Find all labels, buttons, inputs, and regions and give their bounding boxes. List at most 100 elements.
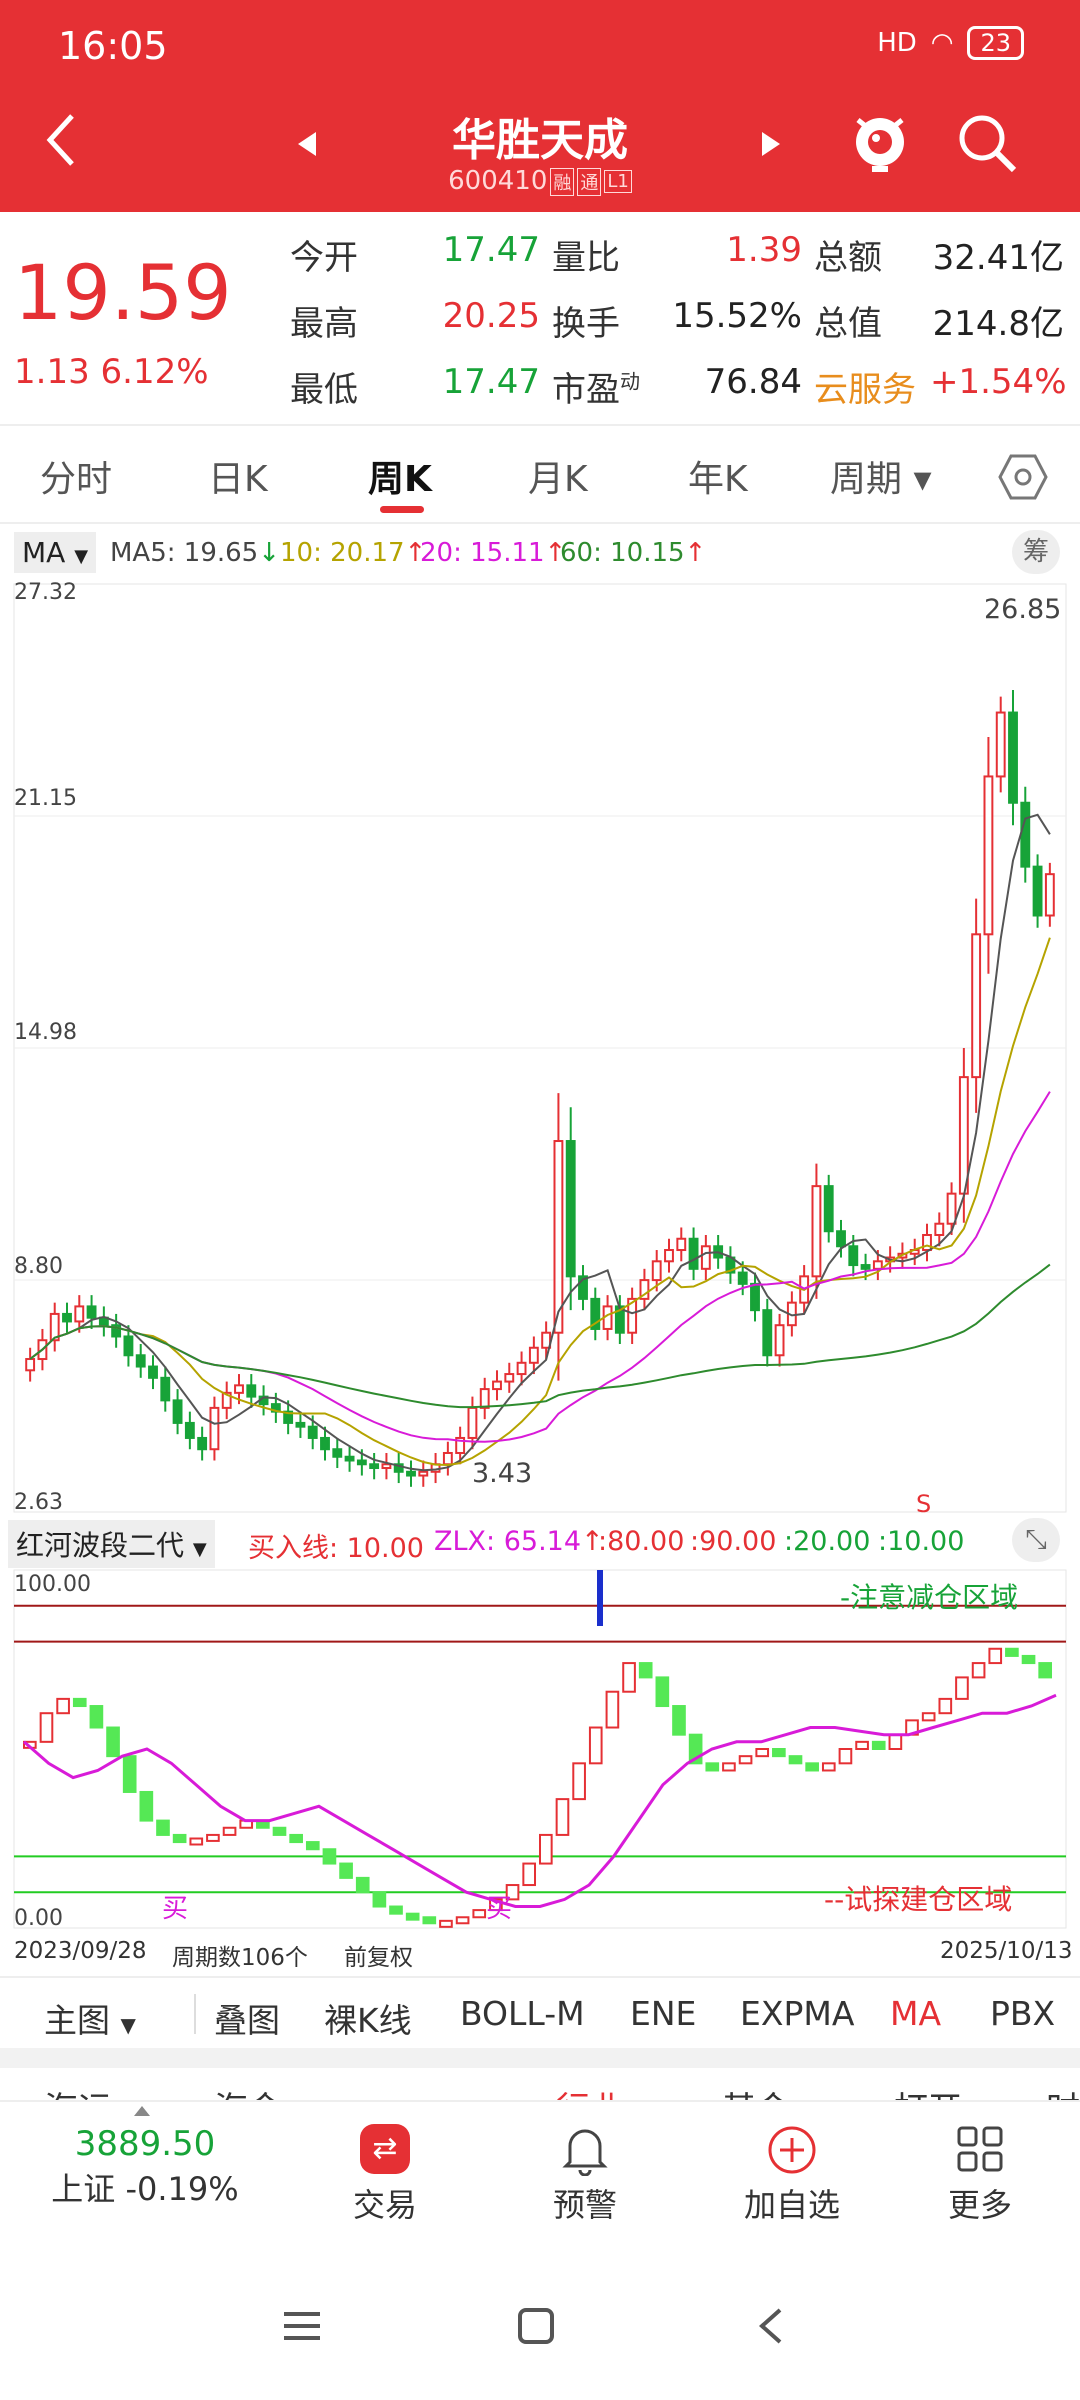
indicator-chart — [13, 1569, 1067, 1929]
ma10-value: 10: 20.17 — [280, 538, 405, 568]
ma60-legend: 60: 10.15↑ — [560, 538, 706, 568]
indicator-bar — [988, 1647, 1003, 1665]
candle-body — [406, 1470, 416, 1477]
indicator-selector[interactable]: 红河波段二代 ▼ — [8, 1520, 215, 1568]
indicator-name: 红河波段二代 — [16, 1529, 185, 1562]
index-ticker[interactable]: 3889.50 上证 -0.19% — [40, 2124, 250, 2210]
candle-body — [639, 1279, 650, 1300]
tag-l1: L1 — [604, 170, 632, 193]
chip-distribution-button[interactable]: 筹 — [1012, 530, 1060, 574]
indicator-bar — [272, 1826, 287, 1836]
indicator-bar — [422, 1916, 437, 1925]
main-chart-grid — [13, 583, 1067, 1513]
candle-body — [872, 1260, 883, 1270]
expand-icon[interactable]: ⤡ — [1012, 1518, 1060, 1562]
back-nav-icon[interactable] — [756, 2306, 786, 2346]
candle-body — [578, 1275, 588, 1300]
candle-body — [922, 1233, 932, 1252]
stock-code-text: 600410 — [448, 166, 548, 196]
y-tick: 14.98 — [14, 1020, 77, 1045]
indicator-bar — [455, 1916, 470, 1925]
indicator-bar — [305, 1841, 320, 1851]
wifi-icon: ◠ — [930, 28, 954, 58]
home-icon[interactable] — [516, 2306, 556, 2346]
back-arrow-icon[interactable] — [42, 110, 82, 170]
system-nav-bar — [0, 2240, 1080, 2400]
indicator-bar — [289, 1833, 303, 1844]
arrow-up-icon: ↑ — [404, 538, 427, 568]
indicator-bar — [372, 1891, 387, 1908]
candle-body — [258, 1395, 269, 1406]
indicator-bar — [838, 1748, 853, 1765]
low-price-label: 3.43 — [472, 1458, 533, 1489]
indicator-bar — [955, 1676, 969, 1700]
level-20: :20.00 — [784, 1526, 871, 1557]
candle-body — [614, 1305, 625, 1334]
start-date: 2023/09/28 — [14, 1938, 147, 1964]
nav-more[interactable]: 更多 — [920, 2124, 1040, 2226]
indicator-legend: 红河波段二代 ▼ 买入线: 10.00 ZLX: 65.14↑ :80.00 :… — [0, 1516, 1080, 1568]
value-turnover-amount: 32.41亿 — [932, 238, 1064, 278]
tab-pbx[interactable]: PBX — [990, 1994, 1056, 2033]
candle-body — [762, 1309, 773, 1357]
candle-body — [811, 1185, 822, 1278]
buy-mark: 买 — [162, 1894, 189, 1924]
end-date: 2025/10/13 — [940, 1938, 1073, 1964]
tab-monthly-k[interactable]: 月K — [528, 459, 588, 500]
indicator-bar — [1005, 1647, 1019, 1657]
tab-boll-m[interactable]: BOLL-M — [460, 1994, 585, 2033]
tab-ene[interactable]: ENE — [630, 1994, 697, 2033]
tab-intraday[interactable]: 分时 — [40, 459, 113, 500]
ma-selector[interactable]: MA ▼ — [14, 532, 97, 573]
tab-ma[interactable]: MA — [890, 1994, 942, 2033]
reduce-zone-label: -注意减仓区域 — [840, 1581, 1019, 1614]
candle-body — [627, 1297, 638, 1334]
stock-name: 华胜天成 — [452, 115, 628, 166]
indicator-bar — [722, 1762, 736, 1772]
nav-alert[interactable]: 预警 — [525, 2124, 645, 2226]
nav-more-label: 更多 — [947, 2186, 1012, 2224]
indicator-bar — [588, 1726, 603, 1765]
indicator-bar — [439, 1919, 453, 1928]
tab-daily-k[interactable]: 日K — [208, 459, 268, 500]
battery-icon: 23 — [967, 26, 1024, 60]
ma20-line — [29, 1091, 1051, 1443]
tab-expma[interactable]: EXPMA — [740, 1994, 855, 2033]
tab-period[interactable]: 周期 ▾ — [830, 450, 932, 502]
candle-body — [442, 1451, 453, 1466]
tab-overlay[interactable]: 叠图 — [214, 2001, 280, 2040]
menu-icon[interactable] — [282, 2306, 322, 2346]
mascot-icon[interactable] — [850, 106, 910, 176]
candle-body — [307, 1425, 318, 1439]
y-tick: 8.80 — [14, 1254, 63, 1279]
prev-stock-arrow-icon[interactable] — [298, 132, 316, 156]
candle-body — [983, 775, 994, 936]
value-open: 17.47 — [442, 230, 540, 270]
indicator-bar — [655, 1676, 670, 1708]
signal-marker — [597, 1570, 603, 1626]
candle-body — [381, 1463, 392, 1470]
indicator-bar — [1021, 1654, 1036, 1665]
ma60-line — [29, 1263, 1051, 1409]
peek-item: 行业 — [556, 2082, 624, 2102]
tab-main-chart[interactable]: 主图 ▼ — [44, 1994, 136, 2042]
indicator-bar — [222, 1826, 237, 1836]
settings-hex-icon[interactable] — [998, 452, 1048, 502]
search-icon[interactable] — [956, 112, 1018, 174]
indicator-bar — [355, 1876, 370, 1894]
candle-body — [172, 1399, 183, 1424]
y-tick: 2.63 — [14, 1490, 63, 1515]
label-sector[interactable]: 云服务 — [814, 370, 916, 410]
candle-body — [148, 1365, 158, 1379]
nav-add-watchlist[interactable]: 加自选 — [722, 2124, 862, 2226]
next-stock-arrow-icon[interactable] — [762, 132, 780, 156]
nav-trade[interactable]: ⇄ 交易 — [325, 2124, 445, 2226]
tab-bare-k[interactable]: 裸K线 — [324, 2001, 412, 2040]
buy-line-value: 买入线: 10.00 — [248, 1533, 424, 1564]
tab-weekly-k[interactable]: 周K — [368, 459, 432, 500]
candle-body — [799, 1275, 810, 1304]
peek-item: 打开 — [894, 2082, 962, 2102]
tab-yearly-k[interactable]: 年K — [688, 459, 748, 500]
indicator-bar — [189, 1837, 204, 1846]
indicator-bar — [605, 1690, 620, 1729]
